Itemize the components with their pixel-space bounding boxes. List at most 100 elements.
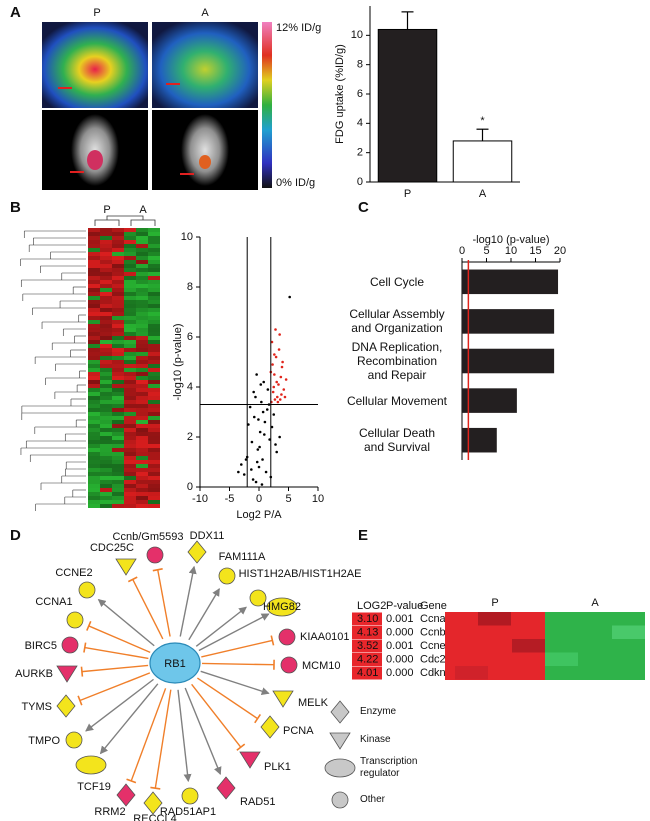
heatmap-cell (148, 308, 160, 312)
inhibition-edge (191, 683, 242, 748)
heatmap-cell (112, 392, 124, 396)
heatmap-cell (88, 360, 100, 364)
heatmap-cell (100, 396, 112, 400)
heatmap-cell (88, 436, 100, 440)
heatmap-cell (136, 452, 148, 456)
heatmap-cell (148, 340, 160, 344)
heatmap-cell (124, 252, 136, 256)
heatmap-cell (148, 468, 160, 472)
node-circle (65, 731, 83, 749)
node-label: RRM2 (94, 806, 125, 818)
point (277, 348, 281, 351)
point (282, 388, 286, 391)
heatmap-cell (124, 292, 136, 296)
table-cell: 0.000 (386, 667, 414, 679)
heatmap-cell (88, 420, 100, 424)
heatmap-cell (112, 460, 124, 464)
inhibition-bar (86, 621, 92, 631)
activation-edge (85, 678, 154, 732)
node-diamond (116, 783, 136, 807)
heatmap-cell (136, 392, 148, 396)
heatmap-cell (136, 360, 148, 364)
heatmap-cell (100, 352, 112, 356)
heatmap-cell (136, 256, 148, 260)
heatmap-cell (124, 500, 136, 504)
heatmap-cell (112, 504, 124, 508)
heatmap-cell (112, 472, 124, 476)
node-triangle (115, 558, 137, 576)
heatmap-cell (112, 500, 124, 504)
heatmap-a (545, 612, 645, 680)
activation-edge (195, 606, 247, 647)
heatmap-cell (148, 412, 160, 416)
heatmap-cell (88, 340, 100, 344)
heatmap-cell (100, 464, 112, 468)
heatmap-cell (148, 324, 160, 328)
heatmap-cell (112, 300, 124, 304)
heatmap-cell (124, 436, 136, 440)
node-diamond (143, 791, 163, 815)
y-tick-label: 10 (351, 29, 363, 41)
heatmap-cell (124, 312, 136, 316)
image-column-label: A (201, 7, 209, 19)
heatmap-cell (124, 328, 136, 332)
heatmap-cell (112, 496, 124, 500)
heatmap-cell (100, 388, 112, 392)
point (259, 383, 263, 386)
heatmap-cell (112, 264, 124, 268)
heatmap-cell (112, 436, 124, 440)
heatmap-cell (100, 236, 112, 240)
heatmap-cell (136, 456, 148, 460)
node-diamond (56, 694, 76, 718)
heatmap-cell (124, 236, 136, 240)
heatmap-cell (136, 268, 148, 272)
heatmap-cell (88, 476, 100, 480)
heatmap-cell (148, 260, 160, 264)
heatmap-cell (112, 356, 124, 360)
heatmap-cell (100, 444, 112, 448)
heatmap-cell (124, 396, 136, 400)
table-cell: 0.001 (386, 613, 414, 625)
heatmap-cell (148, 256, 160, 260)
heatmap-cell (136, 340, 148, 344)
heatmap-cell (148, 284, 160, 288)
hotspot (87, 150, 103, 170)
heatmap-cell (124, 496, 136, 500)
heatmap-cell (100, 496, 112, 500)
heatmap-cell (88, 248, 100, 252)
heatmap-cell (88, 252, 100, 256)
heatmap-column-label: P (491, 597, 498, 609)
heatmap-cell (88, 236, 100, 240)
heatmap-cell (112, 364, 124, 368)
inhibition-edge (157, 569, 171, 637)
heatmap-cell (148, 380, 160, 384)
heatmap-cell (112, 420, 124, 424)
heatmap-cell (100, 500, 112, 504)
point (265, 408, 269, 411)
activation-edge (97, 598, 155, 647)
node-label: MELK (298, 697, 329, 709)
heatmap-cell (100, 416, 112, 420)
y-tick-label: 0 (187, 481, 193, 493)
point (274, 328, 277, 331)
heatmap-cell (100, 428, 112, 432)
heatmap-cell (148, 232, 160, 236)
heatmap-cell (100, 448, 112, 452)
hub-label: RB1 (164, 658, 185, 670)
heatmap-cell (148, 292, 160, 296)
heatmap-cell (148, 436, 160, 440)
heatmap-cell (148, 364, 160, 368)
heatmap-cell (148, 460, 160, 464)
heatmap-cell (88, 292, 100, 296)
heatmap-cell (124, 324, 136, 328)
heatmap-cell (136, 492, 148, 496)
activation-edge (200, 670, 270, 696)
heatmap-cell (112, 448, 124, 452)
point (275, 380, 279, 384)
heatmap-cell (148, 296, 160, 300)
heatmap-cell (112, 296, 124, 300)
heatmap-cell (124, 368, 136, 372)
heatmap-cell (124, 424, 136, 428)
heatmap-cell (148, 272, 160, 276)
